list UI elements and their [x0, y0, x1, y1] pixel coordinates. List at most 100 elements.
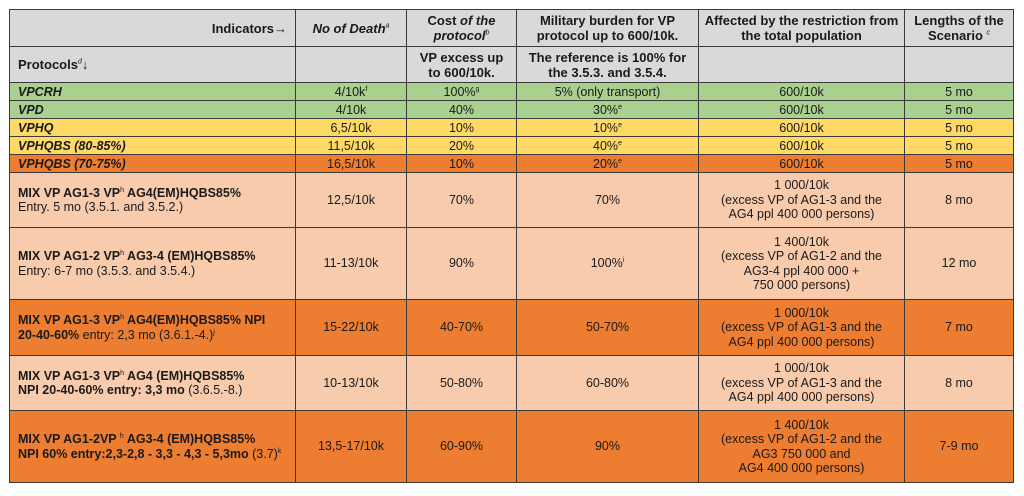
cost-value: 50-80% — [439, 375, 484, 390]
table-row: VPHQBS (80-85%) 11,5/10k 20% 40%e 600/10k 5 m… — [9, 136, 1014, 155]
protocol-name-cell: VPHQ — [9, 118, 296, 137]
protocols-footnote: d — [77, 58, 82, 66]
affected-cell: 1 000/10k (excess VP of AG1-3 and the AG4 … — [698, 299, 905, 356]
length-value: 5 mo — [945, 102, 973, 117]
cost-header-cell: Cost of the protocolb — [406, 9, 517, 47]
deaths-cell: 13,5-17/10k — [295, 410, 407, 483]
deaths-cell: 11,5/10k — [295, 136, 407, 155]
affected-line: AG3 750 000 and — [752, 446, 851, 461]
affected-cell: 600/10k — [698, 118, 905, 137]
protocol-name-line1: MIX VP AG1-3 VPh AG4 (EM)HQBS85% — [18, 369, 290, 384]
protocol-entry-footnote: k — [277, 447, 282, 455]
protocol-name-part: AG4(EM)HQBS85% NPI — [124, 313, 266, 327]
military-footnote: e — [618, 157, 622, 165]
length-header-footnote: c — [986, 29, 991, 37]
affected-cell: 600/10k — [698, 100, 905, 119]
protocol-name-cell: VPHQBS (80-85%) — [9, 136, 296, 155]
protocol-name-part: AG3-4 (EM)HQBS85% — [123, 432, 256, 446]
protocol-entry-line: NPI 20-40-60% entry: 3,3 mo (3.6.5.-8.) — [18, 383, 290, 398]
military-value: 60-80% — [585, 375, 630, 390]
length-cell: 7 mo — [904, 299, 1014, 356]
affected-line: 1 400/10k — [774, 417, 829, 432]
cost-cell: 20% — [406, 136, 517, 155]
protocol-name-part: MIX VP AG1-3 VP — [18, 313, 121, 327]
length-cell: 5 mo — [904, 154, 1014, 173]
affected-subheader-cell — [698, 46, 905, 83]
table-row: VPHQBS (70-75%) 16,5/10k 10% 20%e 600/10k 5 m… — [9, 154, 1014, 173]
table-row: MIX VP AG1-2 VPh AG3-4 (EM)HQBS85% Entry:… — [9, 227, 1014, 300]
protocol-name-cell: MIX VP AG1-3 VPh AG4 (EM)HQBS85% NPI 20-4… — [9, 355, 296, 411]
header-row-protocols: Protocolsd↓ VP excess up to 600/10k. The… — [9, 46, 1014, 83]
military-header-cell: Military burden for VP protocol up to 60… — [516, 9, 699, 47]
deaths-header-footnote: a — [385, 22, 390, 30]
military-cell: 90% — [516, 410, 699, 483]
cost-value: 10% — [448, 156, 475, 171]
protocol-name-footnote: h — [120, 249, 125, 257]
deaths-header-cell: No of Deatha — [295, 9, 407, 47]
cost-cell: 60-90% — [406, 410, 517, 483]
length-value: 12 mo — [941, 256, 977, 271]
affected-line: 600/10k — [779, 84, 824, 99]
deaths-cell: 11-13/10k — [295, 227, 407, 300]
military-cell: 5% (only transport) — [516, 82, 699, 101]
affected-line: AG3-4 ppl 400 000 + — [743, 263, 860, 278]
deaths-value: 16,5/10k — [327, 156, 375, 171]
length-value: 5 mo — [945, 156, 973, 171]
affected-line: (excess VP of AG1-3 and the — [721, 192, 882, 207]
protocol-name: VPD — [18, 102, 44, 117]
protocol-name-line1: MIX VP AG1-3 VPh AG4(EM)HQBS85% NPI — [18, 313, 290, 328]
length-value: 5 mo — [945, 138, 973, 153]
military-cell: 20%e — [516, 154, 699, 173]
military-value: 30% — [593, 102, 619, 117]
cost-value: 20% — [448, 138, 475, 153]
length-cell: 5 mo — [904, 82, 1014, 101]
deaths-cell: 12,5/10k — [295, 172, 407, 228]
affected-line: (excess VP of AG1-2 and the — [721, 249, 882, 263]
affected-line: (excess VP of AG1-2 and the — [721, 432, 882, 446]
table-row: MIX VP AG1-3 VPh AG4(EM)HQBS85% Entry. 5 … — [9, 172, 1014, 228]
down-arrow-icon: ↓ — [81, 57, 89, 72]
protocol-name-part: AG4(EM)HQBS85% — [124, 185, 241, 200]
cost-footnote: g — [475, 85, 480, 93]
protocol-name-line1: MIX VP AG1-2 VPh AG3-4 (EM)HQBS85% — [18, 249, 290, 264]
affected-cell: 1 400/10k (excess VP of AG1-2 and the AG3 … — [698, 410, 905, 483]
deaths-value: 6,5/10k — [330, 120, 372, 135]
cost-value: 10% — [448, 120, 475, 135]
protocol-name: VPHQ — [18, 120, 54, 135]
affected-line: 1 000/10k — [774, 305, 829, 320]
protocol-entry-text: entry: 2,3 mo (3.6.1.-4.) — [79, 327, 214, 342]
deaths-cell: 16,5/10k — [295, 154, 407, 173]
affected-line: AG4 ppl 400 000 persons) — [728, 207, 875, 222]
affected-line: 750 000 persons) — [752, 278, 851, 292]
military-footnote: e — [618, 139, 622, 147]
protocol-entry-text: (3.7) — [248, 446, 278, 461]
military-value: 10% — [593, 120, 619, 135]
deaths-value: 15-22/10k — [323, 320, 379, 335]
length-value: 7 mo — [945, 320, 973, 335]
protocol-entry-text: Entry. 5 mo (3.5.1. and 3.5.2.) — [18, 200, 184, 214]
protocols-header-cell: Protocolsd↓ — [9, 46, 296, 83]
length-value: 8 mo — [945, 375, 973, 390]
affected-cell: 1 400/10k (excess VP of AG1-2 and the AG3-… — [698, 227, 905, 300]
protocol-name-cell: VPD — [9, 100, 296, 119]
protocol-entry-line: Entry: 6-7 mo (3.5.3. and 3.5.4.) — [18, 264, 290, 279]
protocol-entry-line: 20-40-60% entry: 2,3 mo (3.6.1.-4.)j — [18, 328, 290, 343]
table-row: MIX VP AG1-3 VPh AG4 (EM)HQBS85% NPI 20-4… — [9, 355, 1014, 411]
affected-line: (excess VP of AG1-3 and the — [721, 320, 882, 335]
cost-cell: 10% — [406, 154, 517, 173]
deaths-subheader-cell — [295, 46, 407, 83]
protocol-entry-line: Entry. 5 mo (3.5.1. and 3.5.2.) — [18, 200, 290, 215]
protocol-name: VPCRH — [18, 84, 62, 99]
military-footnote: i — [622, 257, 625, 265]
affected-cell: 600/10k — [698, 154, 905, 173]
affected-line: 600/10k — [779, 138, 824, 153]
indicators-header-cell: Indicators→ — [9, 9, 296, 47]
protocol-name-part: MIX VP AG1-2VP — [18, 432, 120, 446]
length-value: 5 mo — [945, 84, 973, 99]
cost-header-footnote: b — [485, 29, 490, 37]
length-value: 5 mo — [945, 120, 973, 135]
cost-value: 40-70% — [439, 320, 484, 335]
cost-value: 100% — [443, 84, 476, 99]
length-cell: 5 mo — [904, 118, 1014, 137]
cost-value: 90% — [448, 256, 475, 271]
